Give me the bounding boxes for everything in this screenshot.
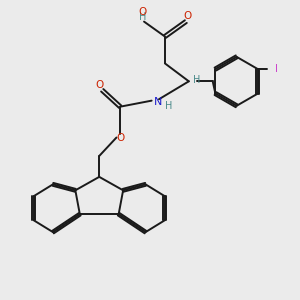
Text: I: I	[275, 64, 278, 74]
Text: H: H	[139, 12, 146, 22]
Text: H: H	[194, 75, 201, 85]
Text: O: O	[116, 133, 124, 143]
Text: N: N	[154, 97, 163, 106]
Text: O: O	[95, 80, 103, 90]
Text: O: O	[138, 7, 147, 17]
Text: O: O	[183, 11, 191, 21]
Text: H: H	[165, 101, 172, 111]
